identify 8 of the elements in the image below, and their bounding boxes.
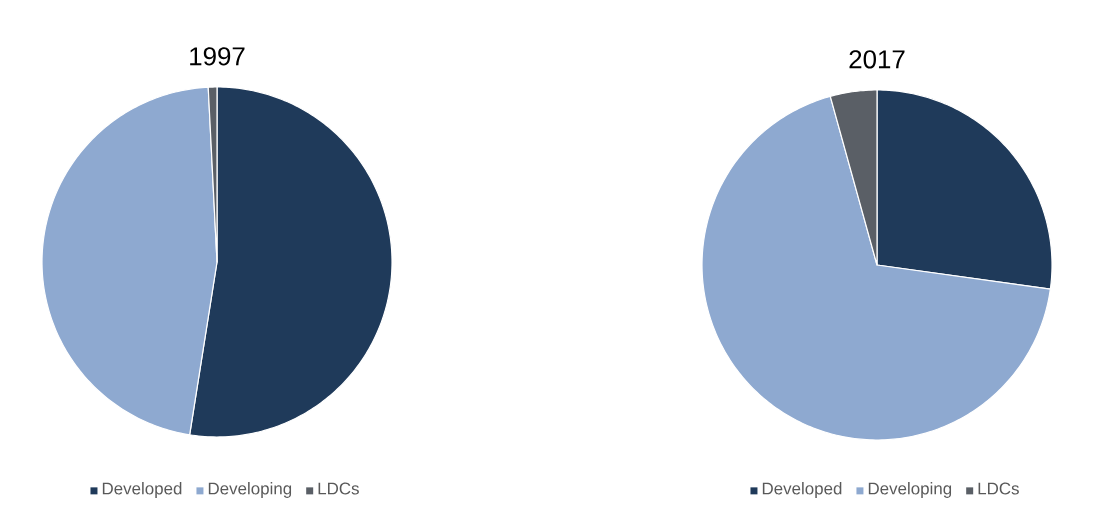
- legend-label: Developed: [102, 482, 182, 498]
- legend-label: LDCs: [978, 482, 1019, 495]
- chart-title: 2017: [849, 50, 905, 69]
- legend-label: LDCs: [318, 482, 359, 495]
- legend-label: Developed: [762, 482, 842, 498]
- legend-label: Developing: [868, 482, 952, 498]
- legend-label: Developing: [208, 482, 292, 498]
- chart-title: 1997: [190, 47, 245, 66]
